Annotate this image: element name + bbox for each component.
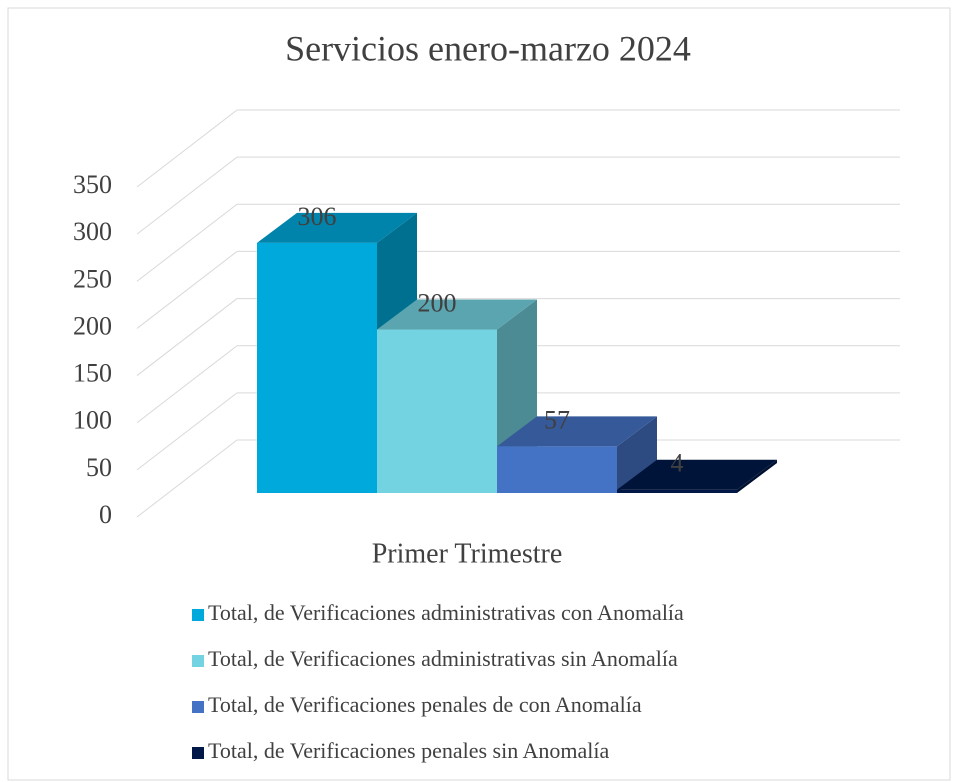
y-tick-label: 250 bbox=[73, 264, 112, 293]
y-tick-label: 350 bbox=[73, 170, 112, 199]
legend-label: Total, de Verificaciones administrativas… bbox=[208, 646, 678, 671]
bar-top bbox=[497, 416, 657, 447]
y-tick-label: 50 bbox=[86, 453, 112, 482]
legend-swatch bbox=[192, 747, 204, 759]
bar bbox=[617, 489, 737, 493]
grid-line bbox=[136, 439, 238, 518]
chart-title: Servicios enero-marzo 2024 bbox=[285, 28, 691, 68]
grid-line bbox=[136, 392, 238, 471]
y-tick-label: 150 bbox=[73, 359, 112, 388]
data-label: 200 bbox=[418, 288, 457, 317]
x-tick-label: Primer Trimestre bbox=[372, 538, 563, 569]
grid-line bbox=[136, 109, 238, 188]
grid-line bbox=[136, 156, 238, 235]
data-label: 4 bbox=[671, 449, 684, 478]
data-label: 306 bbox=[298, 202, 337, 231]
bar-top bbox=[377, 299, 537, 330]
bar bbox=[377, 329, 497, 493]
grid-line bbox=[136, 345, 238, 424]
bar-side bbox=[737, 459, 777, 493]
legend-swatch bbox=[192, 609, 204, 621]
bar bbox=[257, 242, 377, 493]
data-label: 57 bbox=[544, 405, 570, 434]
y-tick-label: 200 bbox=[73, 311, 112, 340]
bar-side bbox=[617, 416, 657, 493]
y-tick-label: 0 bbox=[99, 500, 112, 529]
legend-swatch bbox=[192, 655, 204, 667]
grid-line bbox=[136, 251, 238, 329]
grid-line bbox=[136, 298, 238, 376]
y-tick-label: 300 bbox=[73, 217, 112, 246]
legend-label: Total, de Verificaciones administrativas… bbox=[208, 600, 684, 625]
legend-label: Total, de Verificaciones penales sin Ano… bbox=[208, 738, 609, 763]
y-tick-label: 100 bbox=[73, 406, 112, 435]
legend-swatch bbox=[192, 701, 204, 713]
bar-top bbox=[617, 459, 777, 490]
bar bbox=[497, 446, 617, 493]
legend-label: Total, de Verificaciones penales de con … bbox=[208, 692, 642, 717]
bar-top bbox=[257, 212, 417, 243]
grid-line bbox=[136, 203, 238, 282]
